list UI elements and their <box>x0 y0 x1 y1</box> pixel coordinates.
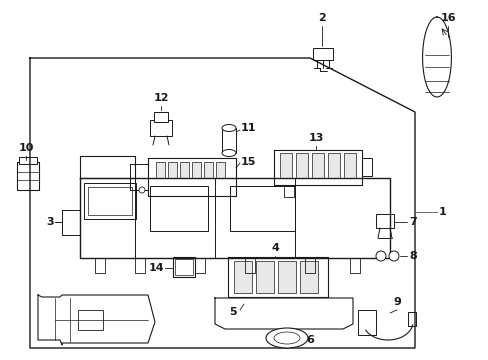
Text: 5: 5 <box>229 307 236 317</box>
Polygon shape <box>349 258 359 273</box>
Bar <box>229 186 294 231</box>
Bar <box>175 259 193 275</box>
Bar <box>78 310 103 330</box>
Bar <box>203 162 213 190</box>
Bar <box>312 48 332 60</box>
Bar <box>327 153 339 182</box>
Polygon shape <box>80 178 389 258</box>
Text: 16: 16 <box>439 13 455 23</box>
Bar <box>192 162 201 190</box>
Text: 9: 9 <box>392 297 400 307</box>
Polygon shape <box>244 258 254 273</box>
Text: 15: 15 <box>240 157 255 167</box>
Polygon shape <box>130 164 148 190</box>
Bar <box>154 112 168 122</box>
Bar <box>407 312 415 326</box>
Ellipse shape <box>139 187 145 193</box>
Text: 10: 10 <box>18 143 34 153</box>
Bar <box>222 128 236 153</box>
Bar <box>299 261 317 293</box>
Ellipse shape <box>375 251 385 261</box>
Polygon shape <box>148 158 236 196</box>
Ellipse shape <box>388 251 398 261</box>
Bar <box>361 158 371 176</box>
Bar <box>17 162 39 190</box>
Polygon shape <box>273 150 361 185</box>
Bar <box>234 261 251 293</box>
Text: 3: 3 <box>46 217 54 227</box>
Bar <box>156 162 164 190</box>
Text: 8: 8 <box>408 251 416 261</box>
Polygon shape <box>38 295 155 345</box>
Bar <box>216 162 224 190</box>
Text: 6: 6 <box>305 335 313 345</box>
Polygon shape <box>30 58 414 348</box>
Text: 14: 14 <box>148 263 163 273</box>
Polygon shape <box>305 258 314 273</box>
Text: 7: 7 <box>408 217 416 227</box>
Bar <box>375 214 393 228</box>
Polygon shape <box>215 298 352 329</box>
Text: 2: 2 <box>318 13 325 23</box>
Bar <box>84 183 136 219</box>
Bar <box>343 153 355 182</box>
Text: 12: 12 <box>153 93 168 103</box>
Ellipse shape <box>265 328 307 348</box>
Bar <box>357 310 375 335</box>
Bar <box>180 162 189 190</box>
Bar <box>280 153 291 182</box>
Polygon shape <box>95 258 105 273</box>
Bar <box>150 186 207 231</box>
Polygon shape <box>422 17 450 97</box>
Text: 4: 4 <box>270 243 278 253</box>
Bar <box>88 187 132 215</box>
Bar <box>150 120 172 136</box>
Polygon shape <box>80 156 135 178</box>
Text: 13: 13 <box>307 133 323 143</box>
Ellipse shape <box>222 149 236 157</box>
Text: 11: 11 <box>240 123 255 133</box>
Polygon shape <box>227 257 327 297</box>
Bar <box>295 153 307 182</box>
Bar <box>311 153 324 182</box>
Text: 1: 1 <box>438 207 446 217</box>
Bar <box>173 257 195 277</box>
Polygon shape <box>284 185 293 197</box>
Bar <box>168 162 177 190</box>
Polygon shape <box>195 258 204 273</box>
Polygon shape <box>135 258 145 273</box>
Bar <box>256 261 273 293</box>
Bar <box>278 261 295 293</box>
Ellipse shape <box>273 332 299 344</box>
Bar <box>19 157 37 164</box>
Ellipse shape <box>222 125 236 131</box>
